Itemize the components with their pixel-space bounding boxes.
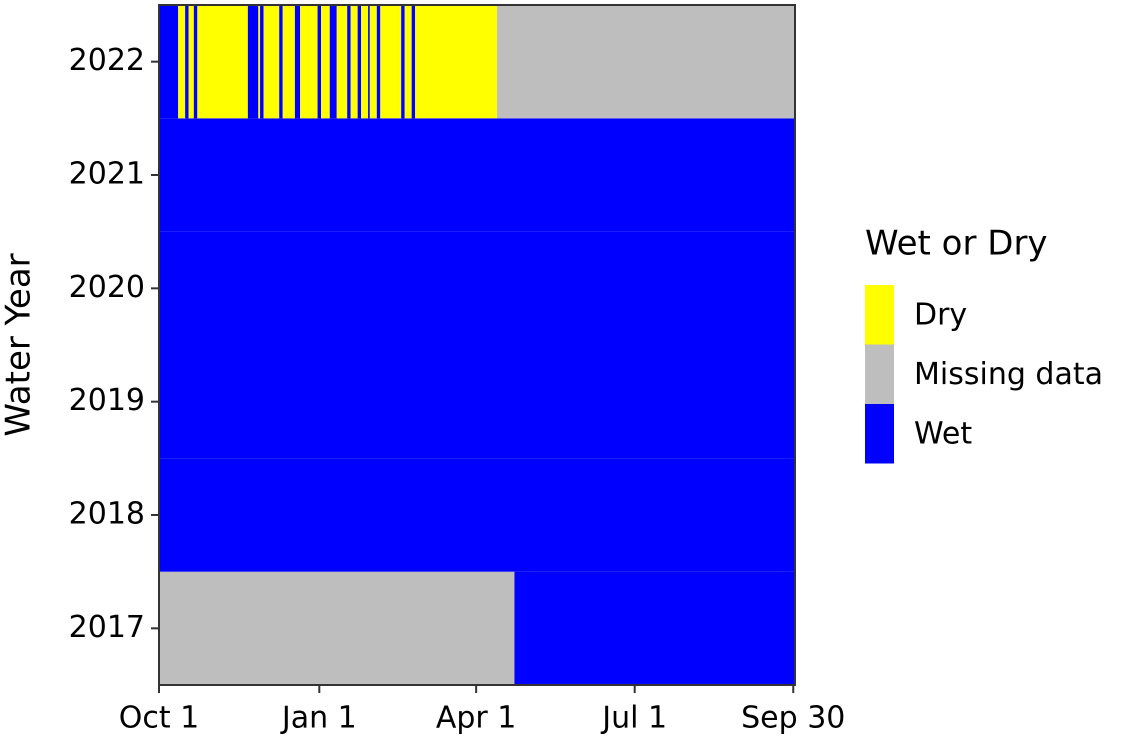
y-tick-label: 2018 [69,497,145,532]
tile-segment [497,5,795,119]
tile-segment [159,5,179,119]
tile-segment [197,5,248,119]
tile-segment [376,5,381,119]
tile-segment [188,5,194,119]
tile-segment [185,5,189,119]
y-tick-label: 2019 [69,383,145,418]
tile-segment [282,5,295,119]
tile-segment [159,231,795,345]
tile-segment [321,5,330,119]
tile-segment [380,5,402,119]
tile-segment [260,5,264,119]
x-tick-label: Jan 1 [280,701,357,736]
tile-segment [193,5,198,119]
tile-segment [247,5,259,119]
legend-key [865,285,894,345]
tile-segment [300,5,318,119]
tile-segment [361,5,369,119]
tile-segment [159,458,795,572]
tile-segment [336,5,348,119]
tile-segment [401,5,405,119]
tile-segment [329,5,337,119]
y-tick-label: 2021 [69,157,145,192]
legend-label: Missing data [914,357,1103,392]
tile-segment [347,5,351,119]
x-tick-label: Apr 1 [436,701,517,736]
legend-title: Wet or Dry [865,224,1048,264]
tile-segment [357,5,362,119]
tile-segment [263,5,280,119]
x-tick-label: Oct 1 [119,701,200,736]
legend-key [865,404,894,464]
tile-segment [415,5,498,119]
tile-segment [368,5,370,119]
tile-segment [258,5,261,119]
y-tick-label: 2020 [69,270,145,305]
tile-segment [350,5,358,119]
tile-segment [159,118,795,232]
tile-segment [317,5,322,119]
legend-label: Dry [914,298,967,333]
x-tick-label: Jul 1 [600,701,667,736]
legend-key [865,344,894,404]
tile-segment [411,5,416,119]
x-tick-label: Sep 30 [741,701,845,736]
tile-segment [159,571,515,685]
tile-segment [159,345,795,459]
y-tick-label: 2022 [69,43,145,78]
y-axis-label: Water Year [0,253,39,436]
tile-segment [514,571,795,685]
tile-segment [294,5,301,119]
legend-label: Wet [914,417,972,452]
tile-segment [404,5,412,119]
tile-segment [178,5,186,119]
tile-segment [279,5,283,119]
tile-segment [369,5,377,119]
y-tick-label: 2017 [69,610,145,645]
